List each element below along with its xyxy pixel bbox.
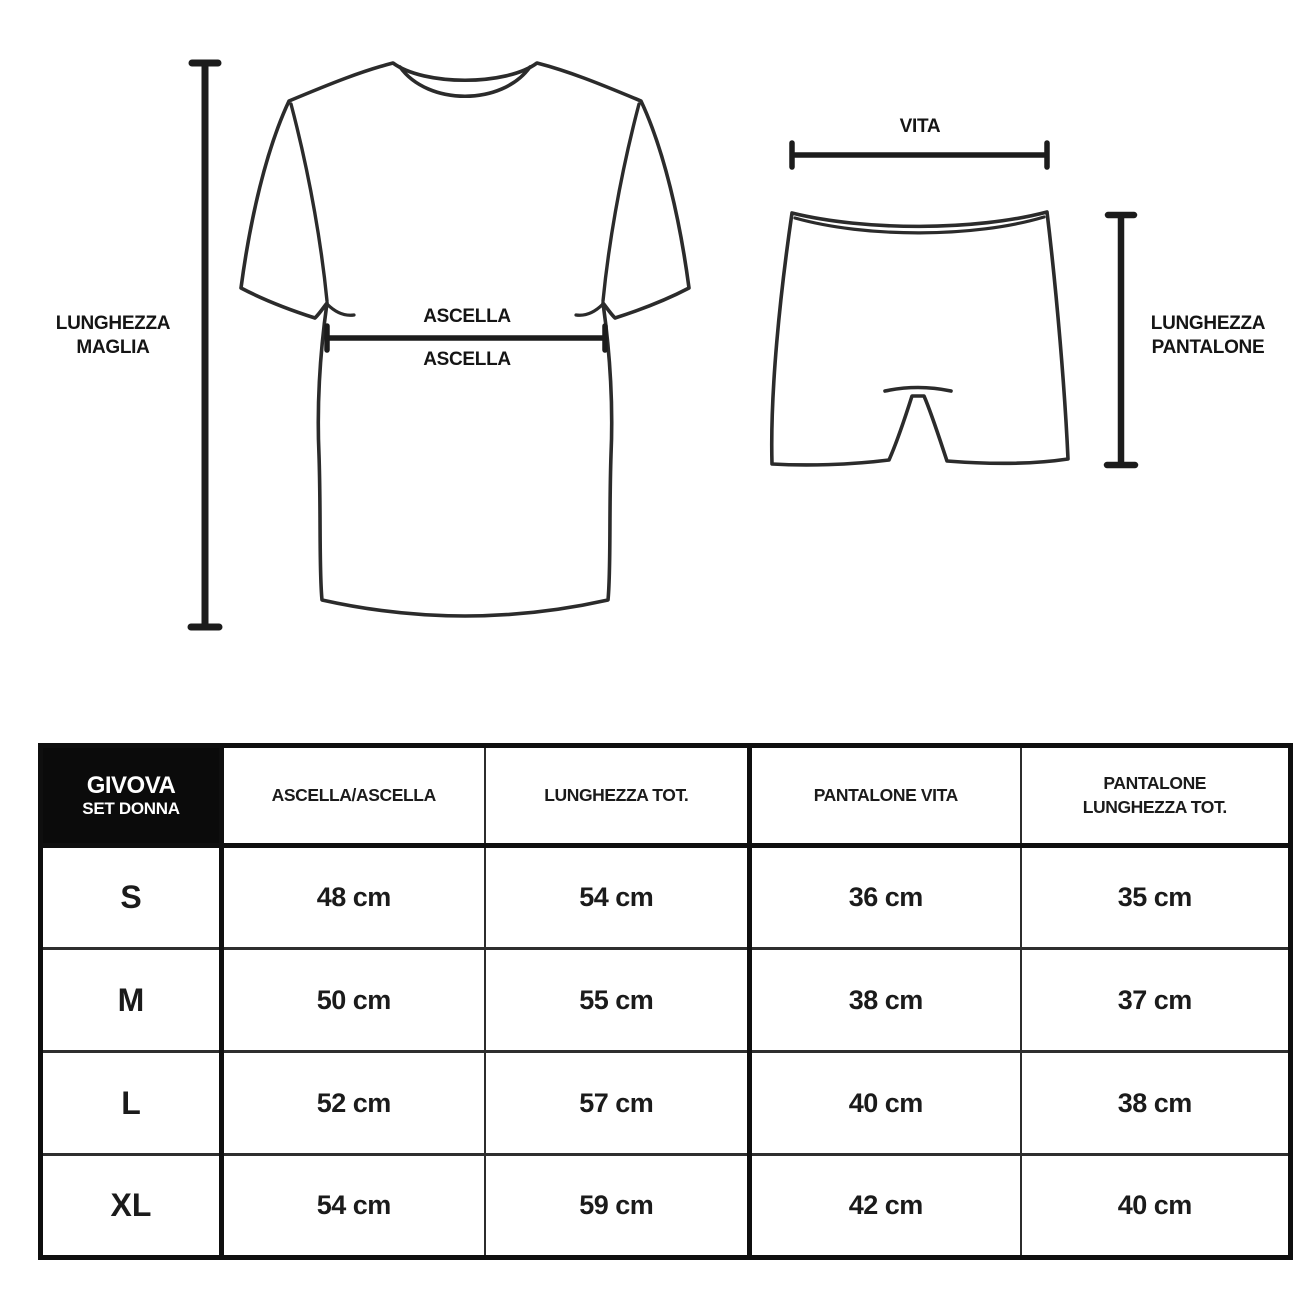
shorts-crotch-line	[883, 385, 953, 393]
waist-measure-line	[789, 140, 1050, 170]
value-cell: 35 cm	[1117, 882, 1193, 912]
chest-label-bottom: ASCELLA	[423, 349, 511, 370]
tshirt-left-bust-curve	[325, 302, 356, 317]
value-cell: 36 cm	[749, 845, 1022, 949]
size-cell: S	[40, 845, 224, 949]
value-cell: 37 cm	[1020, 947, 1291, 1052]
table-row-s: S 48 cm 54 cm 36 cm 35 cm	[40, 845, 1291, 949]
column-header-pantalone-vita: PANTALONE VITA	[749, 745, 1022, 848]
tshirt-neckline	[398, 65, 532, 99]
size-cell: XL	[40, 1153, 224, 1258]
size-table: GIVOVA SET DONNA ASCELLA/ASCELLA LUNGHEZ…	[38, 743, 1293, 1260]
shorts-length-measure-line	[1103, 211, 1139, 469]
value-cell: 38 cm	[1020, 1050, 1291, 1155]
column-header-ascella: ASCELLA/ASCELLA	[221, 745, 486, 848]
value-cell: 42 cm	[749, 1153, 1022, 1258]
shirt-length-measure-line	[187, 59, 223, 631]
chest-measure-line	[324, 323, 608, 353]
shorts-waist-label: VITA	[899, 116, 941, 137]
value-cell: 40 cm	[1020, 1153, 1291, 1258]
header-row: GIVOVA SET DONNA ASCELLA/ASCELLA LUNGHEZ…	[40, 745, 1291, 848]
chest-label-top: ASCELLA	[423, 306, 511, 327]
value-cell: 38 cm	[749, 947, 1022, 1052]
tshirt-right-armhole-seam	[601, 102, 641, 303]
value-cell: 50 cm	[221, 947, 486, 1052]
size-table-body: S 48 cm 54 cm 36 cm 35 cm M 50 cm 55 cm …	[40, 845, 1291, 1258]
value-cell: 54 cm	[221, 1153, 486, 1258]
diagram-section: LUNGHEZZA MAGLIA ASCELLA ASCELLA VITA LU…	[55, 59, 1266, 631]
size-table-header: GIVOVA SET DONNA ASCELLA/ASCELLA LUNGHEZ…	[40, 745, 1291, 848]
size-cell: L	[40, 1050, 224, 1155]
tshirt-right-bust-curve	[574, 302, 605, 317]
shorts-length-label: LUNGHEZZA PANTALONE	[1150, 313, 1266, 359]
garment-diagram-svg	[187, 59, 1139, 631]
brand-header-cell: GIVOVA SET DONNA	[40, 745, 224, 848]
value-cell: 52 cm	[221, 1050, 486, 1155]
value-cell: 48 cm	[221, 845, 486, 949]
value-cell: 40 cm	[749, 1050, 1022, 1155]
column-header-lunghezza: LUNGHEZZA TOT.	[484, 745, 752, 848]
value-cell: 54 cm	[484, 845, 752, 949]
value-cell: 55 cm	[484, 947, 752, 1052]
tshirt-left-armhole-seam	[289, 102, 329, 303]
shirt-length-label: LUNGHEZZA MAGLIA	[55, 313, 171, 359]
size-cell: M	[40, 947, 224, 1052]
brand-name: GIVOVA	[86, 771, 176, 799]
value-cell: 59 cm	[484, 1153, 752, 1258]
value-cell: 57 cm	[484, 1050, 752, 1155]
column-header-pantalone-lunghezza: PANTALONE LUNGHEZZA TOT.	[1020, 745, 1291, 848]
table-row-m: M 50 cm 55 cm 38 cm 37 cm	[40, 947, 1291, 1052]
shorts-waistband-line	[793, 215, 1046, 235]
shorts-outline	[769, 210, 1070, 467]
table-row-xl: XL 54 cm 59 cm 42 cm 40 cm	[40, 1153, 1291, 1258]
table-row-l: L 52 cm 57 cm 40 cm 38 cm	[40, 1050, 1291, 1155]
brand-subtitle: SET DONNA	[82, 799, 180, 819]
